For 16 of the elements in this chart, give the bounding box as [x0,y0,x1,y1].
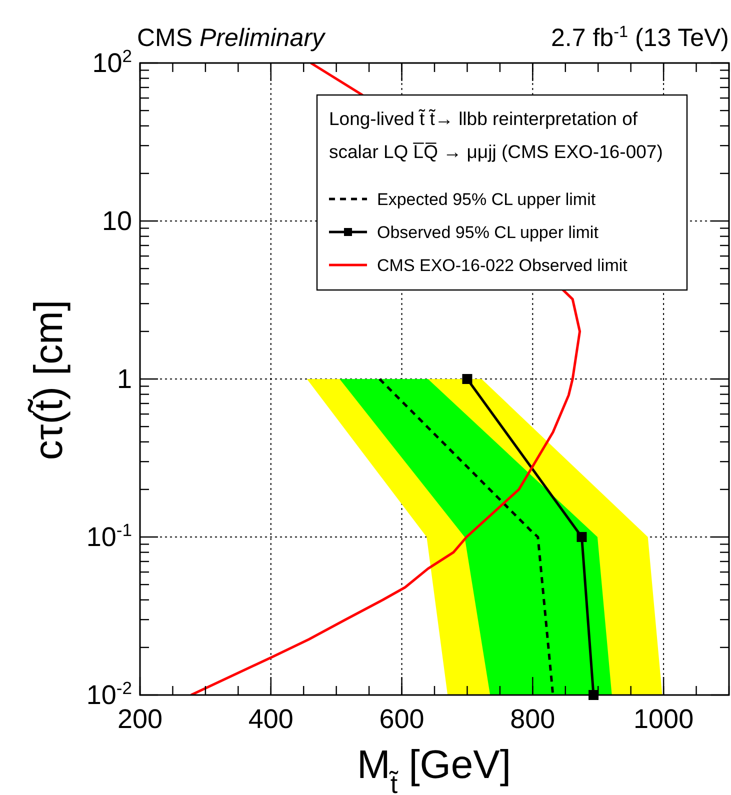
legend-title: Long-lived t̃ t̃→ llbb reinterpretation of scalar LQ L̅Q̅ → μμjj (CMS EXO-16-007) [329,108,663,162]
legend-label: CMS EXO-16-022 Observed limit [377,256,628,275]
y-tick-label: 10$^{-1}$ [86,520,132,552]
x-tick-label: 600 [379,704,424,734]
y-tick-label: 1 [116,364,132,394]
x-tick-label: 800 [510,704,556,734]
chart-title: CMS Preliminary [137,24,326,52]
y-tick-label: 10$^{2}$ [92,46,132,78]
y-tick-label: 10 [102,206,132,236]
legend-label: Expected 95% CL upper limit [377,190,596,209]
x-axis-title: M$_{t̃}$ [GeV] [357,743,511,795]
x-tick-label: 1000 [634,704,694,734]
chart-subtitle: 2.7 fb$^{-1}$ (13 TeV) [551,23,729,52]
x-tick-label: 400 [248,704,294,734]
y-axis-title: cτ(t̃) [cm] [27,300,71,460]
legend-label: Observed 95% CL upper limit [377,223,599,242]
